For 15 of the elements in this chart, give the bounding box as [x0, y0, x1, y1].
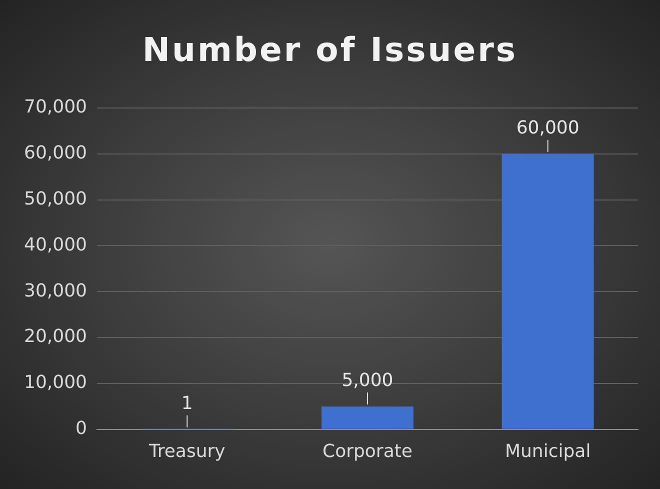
x-tick-label: Corporate: [322, 440, 412, 462]
y-tick-label: 60,000: [24, 142, 87, 164]
y-tick-label: 10,000: [24, 372, 87, 394]
y-tick-label: 30,000: [24, 280, 87, 302]
data-label: 1: [181, 393, 193, 414]
y-tick-label: 0: [76, 418, 87, 440]
data-label: 5,000: [342, 370, 394, 392]
y-tick-label: 50,000: [24, 188, 87, 210]
x-tick-label: Municipal: [504, 440, 591, 462]
x-tick-label: Treasury: [148, 440, 226, 462]
data-label: 60,000: [516, 118, 580, 139]
y-tick-label: 70,000: [24, 96, 87, 118]
chart-title: Number of Issuers: [141, 30, 519, 69]
y-tick-label: 40,000: [24, 234, 87, 256]
y-tick-label: 20,000: [24, 326, 87, 348]
